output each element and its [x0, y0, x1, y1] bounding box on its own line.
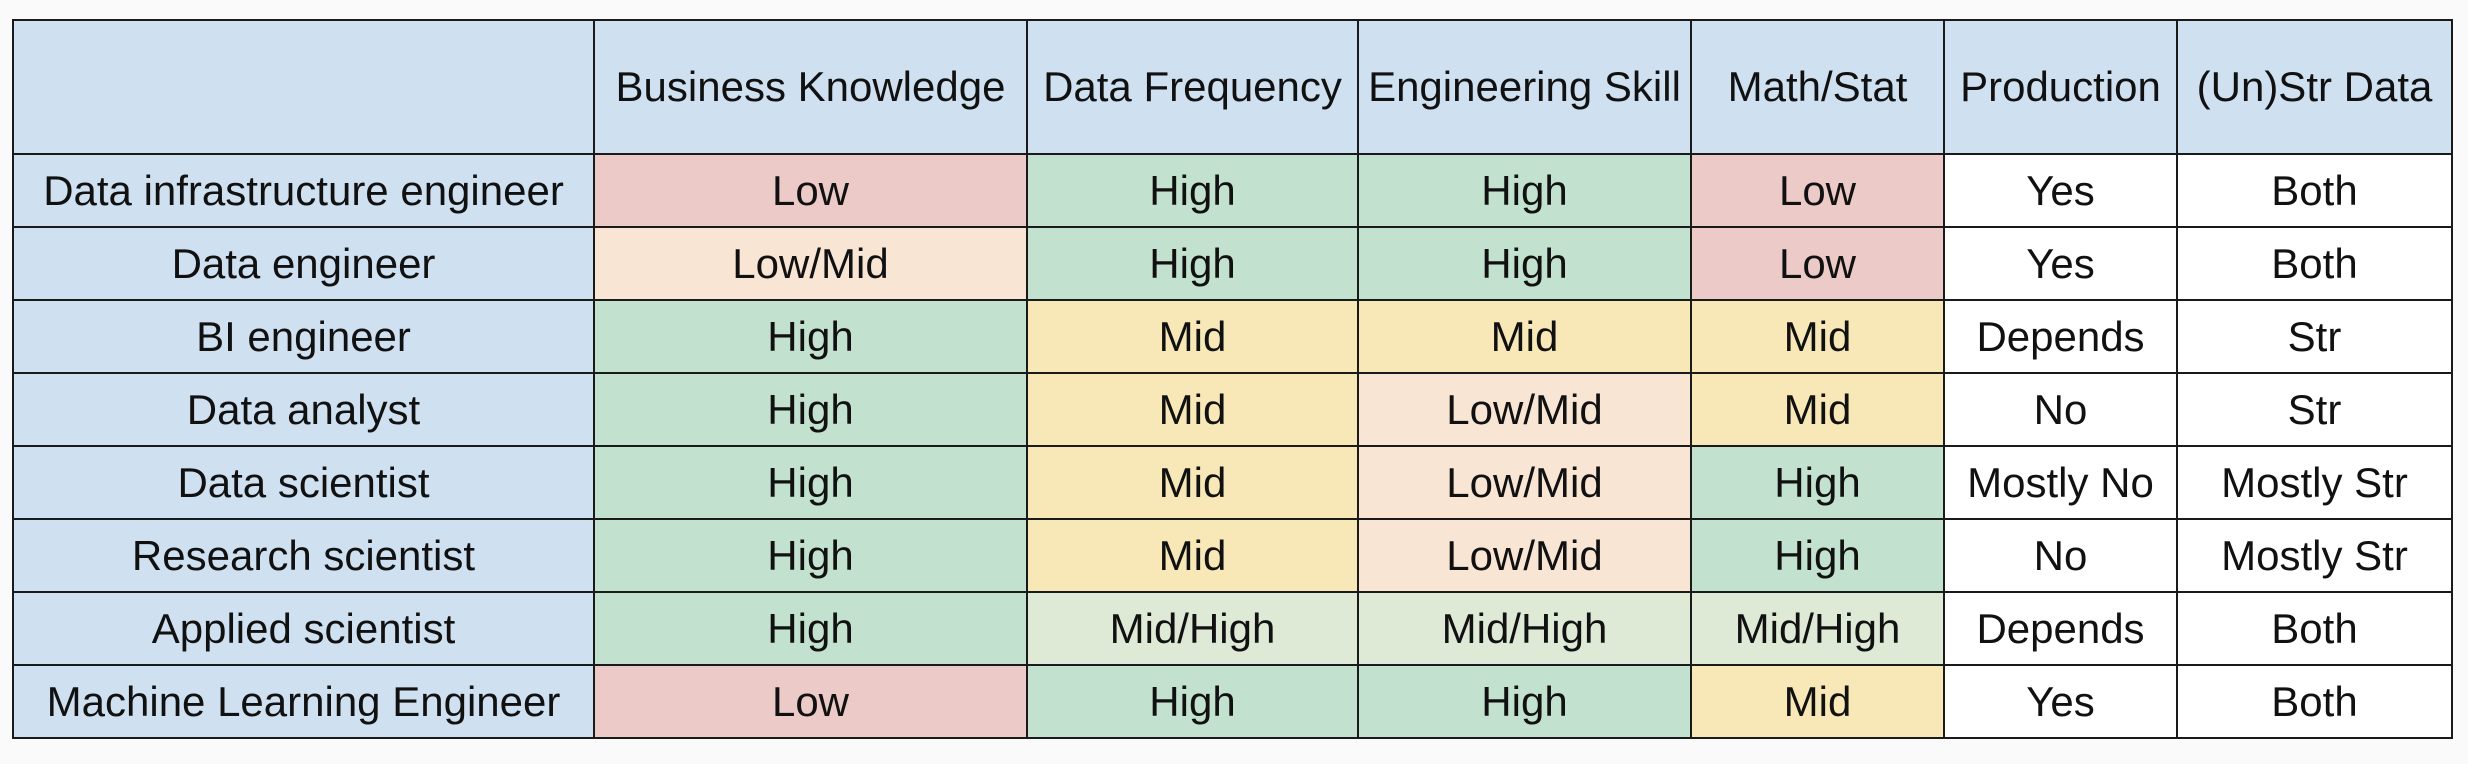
row-label: Data engineer — [12, 226, 595, 301]
table-cell: Low — [1690, 153, 1945, 228]
role-skills-table-container: Business Knowledge Data Frequency Engine… — [12, 19, 2453, 739]
table-cell: High — [593, 445, 1028, 520]
table-cell: Mid — [1026, 518, 1359, 593]
table-cell: Mid — [1026, 372, 1359, 447]
table-cell: Yes — [1943, 226, 2178, 301]
table-cell: Both — [2176, 153, 2453, 228]
table-row: Data engineer Low/Mid High High Low Yes … — [12, 226, 2453, 301]
table-row: Research scientist High Mid Low/Mid High… — [12, 518, 2453, 593]
table-cell: Mid/High — [1690, 591, 1945, 666]
table-cell: Low/Mid — [593, 226, 1028, 301]
header-production: Production — [1943, 19, 2178, 155]
table-cell: Str — [2176, 299, 2453, 374]
table-cell: Mid — [1026, 299, 1359, 374]
header-engineering-skill: Engineering Skill — [1357, 19, 1692, 155]
table-cell: Low/Mid — [1357, 518, 1692, 593]
table-cell: Mid — [1690, 664, 1945, 739]
table-cell: High — [593, 299, 1028, 374]
table-row: Data infrastructure engineer Low High Hi… — [12, 153, 2453, 228]
table-cell: Depends — [1943, 299, 2178, 374]
table-cell: No — [1943, 518, 2178, 593]
table-cell: Low/Mid — [1357, 445, 1692, 520]
table-cell: High — [593, 372, 1028, 447]
table-cell: Mid — [1026, 445, 1359, 520]
table-cell: Mid — [1357, 299, 1692, 374]
table-cell: High — [1690, 518, 1945, 593]
table-cell: High — [1026, 664, 1359, 739]
row-label: Machine Learning Engineer — [12, 664, 595, 739]
table-cell: High — [1357, 226, 1692, 301]
table-cell: Mid — [1690, 372, 1945, 447]
table-cell: Mostly No — [1943, 445, 2178, 520]
table-cell: High — [1026, 226, 1359, 301]
table-cell: Mostly Str — [2176, 445, 2453, 520]
table-cell: High — [593, 591, 1028, 666]
table-cell: High — [1357, 153, 1692, 228]
table-row: Data scientist High Mid Low/Mid High Mos… — [12, 445, 2453, 520]
table-cell: High — [593, 518, 1028, 593]
table-row: Applied scientist High Mid/High Mid/High… — [12, 591, 2453, 666]
header-business-knowledge: Business Knowledge — [593, 19, 1028, 155]
row-label: Data analyst — [12, 372, 595, 447]
row-label: Applied scientist — [12, 591, 595, 666]
table-cell: Mid/High — [1026, 591, 1359, 666]
header-unstr-data: (Un)Str Data — [2176, 19, 2453, 155]
header-math-stat: Math/Stat — [1690, 19, 1945, 155]
table-cell: Yes — [1943, 664, 2178, 739]
table-cell: Low — [1690, 226, 1945, 301]
table-cell: Yes — [1943, 153, 2178, 228]
table-cell: No — [1943, 372, 2178, 447]
table-cell: Both — [2176, 664, 2453, 739]
table-cell: High — [1357, 664, 1692, 739]
table-row: Data analyst High Mid Low/Mid Mid No Str — [12, 372, 2453, 447]
table-row: BI engineer High Mid Mid Mid Depends Str — [12, 299, 2453, 374]
table-cell: High — [1690, 445, 1945, 520]
row-label: Data scientist — [12, 445, 595, 520]
table-cell: Both — [2176, 226, 2453, 301]
table-cell: Str — [2176, 372, 2453, 447]
header-row: Business Knowledge Data Frequency Engine… — [12, 19, 2453, 155]
table-cell: Low — [593, 153, 1028, 228]
role-skills-table: Business Knowledge Data Frequency Engine… — [12, 19, 2453, 739]
table-cell: Both — [2176, 591, 2453, 666]
table-cell: Depends — [1943, 591, 2178, 666]
table-cell: Mid — [1690, 299, 1945, 374]
row-label: Data infrastructure engineer — [12, 153, 595, 228]
row-label: BI engineer — [12, 299, 595, 374]
table-cell: Mostly Str — [2176, 518, 2453, 593]
corner-header-cell — [12, 19, 595, 155]
row-label: Research scientist — [12, 518, 595, 593]
table-cell: High — [1026, 153, 1359, 228]
table-cell: Mid/High — [1357, 591, 1692, 666]
table-cell: Low — [593, 664, 1028, 739]
table-row: Machine Learning Engineer Low High High … — [12, 664, 2453, 739]
table-cell: Low/Mid — [1357, 372, 1692, 447]
header-data-frequency: Data Frequency — [1026, 19, 1359, 155]
